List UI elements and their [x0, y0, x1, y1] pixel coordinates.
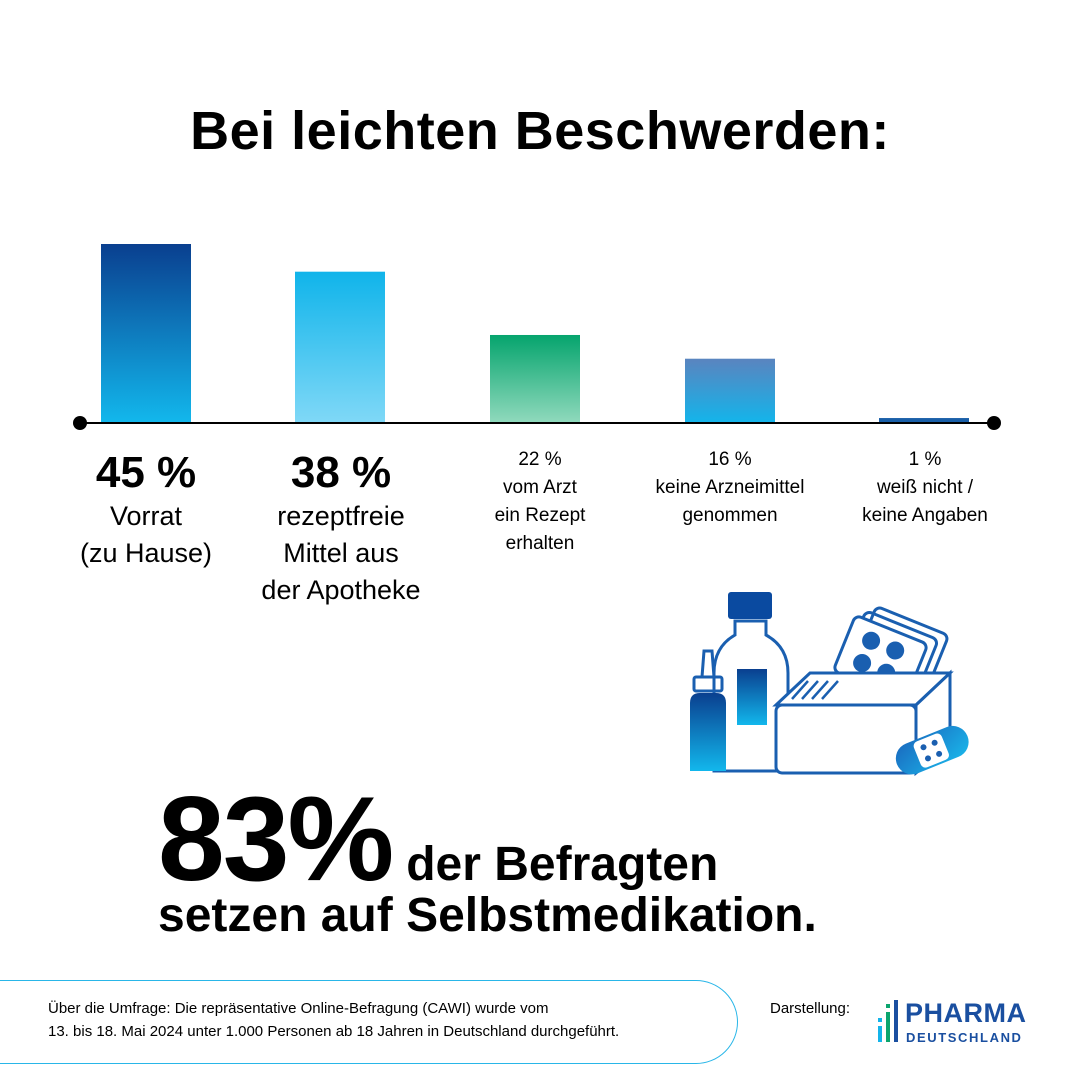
axis-end-dot-left	[73, 416, 87, 430]
bar-3	[490, 334, 580, 422]
bar-label-arzt: 22 % vom Arzt ein Rezept erhalten	[450, 446, 630, 558]
category-label-line: der Apotheke	[261, 575, 421, 605]
category-label-line: Mittel aus	[283, 538, 399, 568]
category-label-line: ein Rezept	[494, 505, 586, 526]
data-label-38: 38 %	[290, 448, 392, 497]
category-label-line: genommen	[682, 505, 778, 526]
category-label-line: weiß nicht /	[876, 477, 974, 498]
bar-1	[101, 244, 191, 422]
headline-line-2: setzen auf Selbstmedikation.	[158, 889, 817, 942]
footer-frame	[0, 980, 738, 1064]
headline-percentage: 83%	[158, 772, 394, 906]
data-label-45: 45 %	[95, 448, 197, 497]
data-label-1: 1 %	[908, 449, 942, 470]
bar-label-weiss-nicht: 1 % weiß nicht / keine Angaben	[830, 446, 1020, 530]
data-label-22: 22 %	[518, 449, 562, 470]
data-label-16: 16 %	[708, 449, 752, 470]
category-label-line: Vorrat	[109, 501, 183, 531]
headline-text: der Befragten	[406, 838, 719, 891]
category-label-line: keine Arzneimittel	[655, 477, 805, 498]
category-label-line: (zu Hause)	[79, 538, 213, 568]
survey-note-line: 13. bis 18. Mai 2024 unter 1.000 Persone…	[48, 1023, 620, 1040]
category-label-line: keine Angaben	[862, 505, 988, 526]
survey-note-line: Über die Umfrage: Die repräsentative Onl…	[48, 1000, 549, 1017]
bar-label-vorrat: 45 % Vorrat (zu Hause)	[56, 448, 236, 572]
axis-end-dot-right	[987, 416, 1001, 430]
category-label-line: rezeptfreie	[277, 501, 405, 531]
bar-label-keine: 16 % keine Arzneimittel genommen	[625, 446, 835, 530]
category-label-line: erhalten	[505, 533, 575, 554]
logo-subtitle: DEUTSCHLAND	[906, 1030, 1023, 1045]
bar-2	[295, 271, 385, 422]
headline-line-1: 83% der Befragten	[158, 770, 718, 908]
bar-4	[685, 358, 775, 422]
chart-title: Bei leichten Beschwerden:	[190, 101, 890, 161]
survey-note: Über die Umfrage: Die repräsentative Onl…	[48, 997, 728, 1043]
medicine-illustration-icon	[690, 592, 969, 777]
bar-chart	[73, 244, 1001, 430]
credit-label: Darstellung:	[770, 1000, 851, 1017]
category-label-line: vom Arzt	[503, 477, 577, 498]
bar-label-rezeptfrei: 38 % rezeptfreie Mittel aus der Apotheke	[226, 448, 456, 609]
bar-5	[879, 418, 969, 422]
logo-wordmark: PHARMA	[905, 998, 1027, 1028]
pharma-logo-icon	[878, 1000, 898, 1042]
